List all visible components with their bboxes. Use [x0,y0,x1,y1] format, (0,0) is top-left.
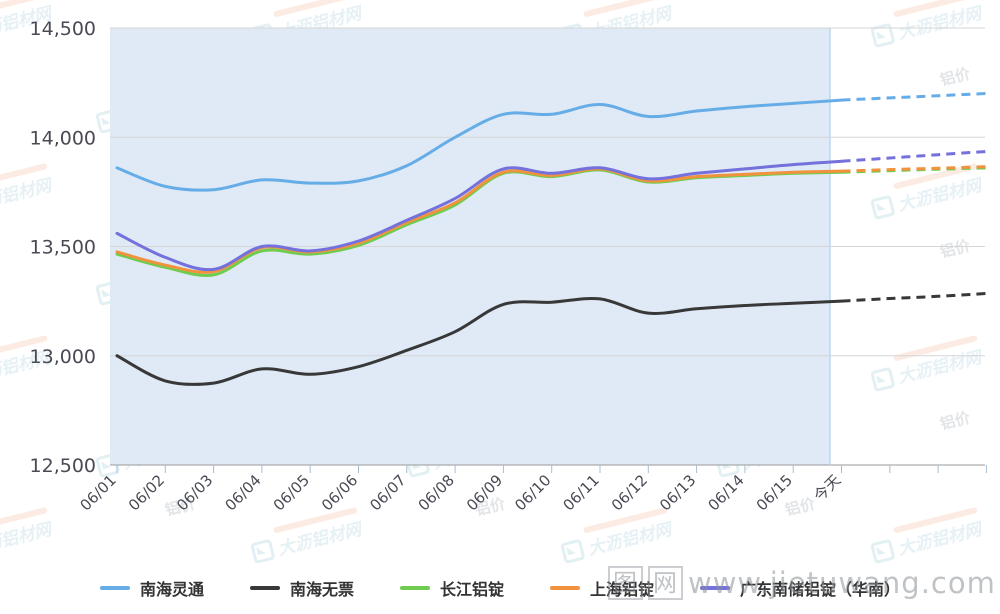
legend-label: 南海无票 [289,580,354,599]
x-axis-label: 06/09 [463,471,506,514]
x-axis-label: 06/10 [511,471,554,514]
x-axis-label: 今天 [810,471,844,505]
series-line-4 [115,159,843,272]
series-line-0 [115,98,843,192]
legend-swatch-blue-icon [99,586,130,590]
series-forecast-line-0 [841,92,987,102]
x-axis-label: 06/07 [366,471,409,514]
x-axis-label: 06/05 [270,471,313,514]
y-axis-label: 14,000 [30,127,96,149]
x-axis-label: 06/06 [318,471,361,514]
series-forecast-line-1 [841,292,987,303]
x-axis-label: 06/11 [560,471,603,514]
x-axis-label: 06/15 [753,471,796,514]
series-forecast-line-4 [841,150,987,163]
x-axis-label: 06/02 [125,471,168,514]
y-axis-label: 14,500 [30,18,96,40]
chart-legend: 南海灵通 南海无票 长江铝锭 上海铝锭 广东南储铝锭（华南） [0,576,1000,600]
legend-item-nanhai-wupiao[interactable]: 南海无票 [249,576,354,600]
legend-swatch-orange-icon [550,586,580,590]
legend-item-guangdong-nanchu[interactable]: 广东南储铝锭（华南） [700,576,900,600]
series-forecast-line-3 [841,165,987,173]
legend-item-changjiang[interactable]: 长江铝锭 [399,576,504,600]
y-axis-label: 13,500 [30,237,96,259]
x-axis-label: 06/03 [173,471,216,514]
legend-swatch-black-icon [249,586,280,590]
legend-swatch-purple-icon [700,586,731,590]
x-axis-label: 06/14 [704,471,747,514]
x-axis-label: 06/01 [77,471,120,514]
y-axis-label: 13,000 [30,346,96,368]
x-axis-label: 06/13 [656,471,699,514]
legend-label: 上海铝锭 [590,580,655,599]
legend-label: 南海灵通 [139,580,204,599]
legend-item-nanhai-lingtong[interactable]: 南海灵通 [99,576,204,600]
x-axis-label: 06/12 [608,471,651,514]
series-line-1 [115,296,843,386]
x-axis-label: 06/08 [415,471,458,514]
legend-label: 长江铝锭 [439,580,504,599]
x-axis-label: 06/04 [221,471,264,514]
legend-label: 广东南储铝锭（华南） [740,580,901,599]
legend-swatch-green-icon [399,586,430,590]
y-axis-label: 12,500 [30,455,96,477]
legend-item-shanghai[interactable]: 上海铝锭 [550,576,654,600]
